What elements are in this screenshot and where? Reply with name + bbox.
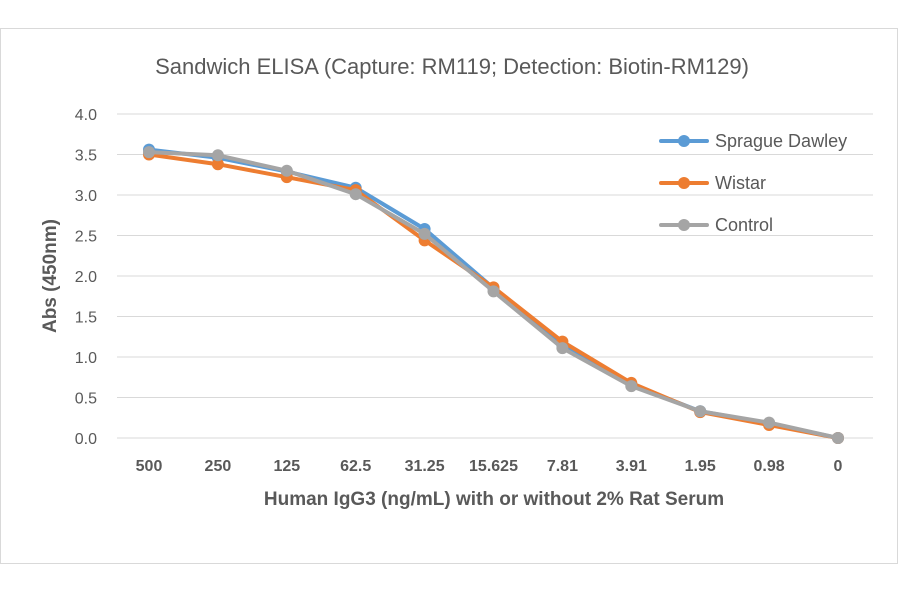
data-point bbox=[418, 227, 431, 240]
x-axis-label: Human IgG3 (ng/mL) with or without 2% Ra… bbox=[264, 489, 724, 510]
y-tick-label: 2.5 bbox=[75, 229, 97, 246]
x-tick-label: 15.625 bbox=[469, 458, 518, 475]
legend-label: Sprague Dawley bbox=[715, 131, 847, 151]
y-tick-label: 0.5 bbox=[75, 391, 97, 408]
data-point bbox=[280, 164, 293, 177]
legend-label: Control bbox=[715, 215, 773, 235]
y-tick-label: 0.0 bbox=[75, 431, 97, 448]
x-axis-ticks: 500 250 125 62.5 31.25 15.625 7.81 3.91 1.95 0.98… bbox=[136, 458, 843, 475]
legend-item: Control bbox=[659, 215, 773, 235]
legend-marker bbox=[678, 135, 690, 147]
y-tick-label: 4.0 bbox=[75, 107, 97, 124]
series-lines bbox=[143, 143, 844, 444]
y-tick-label: 2.0 bbox=[75, 269, 97, 286]
legend-marker bbox=[678, 219, 690, 231]
legend: Sprague Dawley Wistar Control bbox=[659, 131, 847, 235]
x-tick-label: 7.81 bbox=[547, 458, 578, 475]
y-tick-label: 1.0 bbox=[75, 350, 97, 367]
data-point bbox=[143, 146, 155, 159]
x-tick-label: 500 bbox=[136, 458, 163, 475]
legend-label: Wistar bbox=[715, 173, 766, 193]
legend-marker bbox=[678, 177, 690, 189]
chart-title: Sandwich ELISA (Capture: RM119; Detectio… bbox=[155, 54, 749, 79]
y-tick-label: 1.5 bbox=[75, 310, 97, 327]
x-tick-label: 125 bbox=[273, 458, 300, 475]
gridlines bbox=[117, 113, 873, 439]
data-point bbox=[625, 380, 638, 393]
data-point bbox=[763, 416, 776, 429]
x-tick-label: 250 bbox=[205, 458, 232, 475]
y-tick-label: 3.5 bbox=[75, 148, 97, 165]
x-tick-label: 0 bbox=[834, 458, 843, 475]
chart-frame bbox=[0, 28, 898, 564]
y-axis-ticks: 0.0 0.5 1.0 1.5 2.0 2.5 3.0 3.5 4.0 bbox=[75, 107, 97, 448]
y-axis-label: Abs (450nm) bbox=[40, 219, 61, 333]
data-point bbox=[487, 285, 500, 298]
data-point bbox=[349, 188, 362, 201]
x-tick-label: 0.98 bbox=[754, 458, 785, 475]
x-tick-label: 3.91 bbox=[616, 458, 647, 475]
x-tick-label: 62.5 bbox=[340, 458, 371, 475]
x-tick-label: 1.95 bbox=[685, 458, 716, 475]
data-point bbox=[556, 342, 569, 355]
data-point bbox=[211, 149, 224, 162]
x-tick-label: 31.25 bbox=[405, 458, 445, 475]
series-2 bbox=[143, 146, 844, 444]
legend-item: Sprague Dawley bbox=[659, 131, 847, 151]
y-tick-label: 3.0 bbox=[75, 188, 97, 205]
data-point bbox=[694, 405, 707, 418]
legend-item: Wistar bbox=[659, 173, 766, 193]
data-point bbox=[832, 432, 844, 444]
data-point bbox=[211, 158, 224, 171]
